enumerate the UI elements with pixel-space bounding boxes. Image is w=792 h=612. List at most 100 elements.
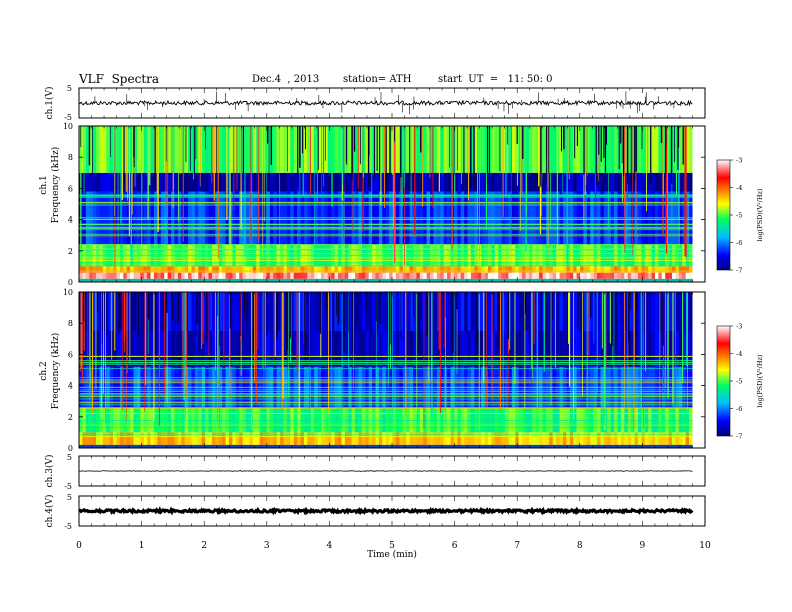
spectrogram-cell bbox=[331, 272, 335, 279]
spectrogram-cell bbox=[174, 407, 179, 433]
spectrogram-cell bbox=[259, 432, 264, 445]
spectrogram-cell bbox=[191, 272, 196, 279]
spectrogram-cell bbox=[552, 126, 557, 173]
spectrogram-cell bbox=[392, 266, 397, 273]
spectrogram-cell bbox=[573, 272, 577, 279]
spectrogram-cell bbox=[96, 432, 100, 445]
spectrogram-cell bbox=[147, 432, 151, 445]
spectrogram-cell bbox=[327, 331, 332, 367]
spectrogram-cell bbox=[532, 266, 536, 273]
spectrogram-cell bbox=[416, 272, 421, 279]
spectrogram-cell bbox=[188, 331, 192, 367]
spectrogram-cell bbox=[583, 292, 588, 331]
spectrogram-cell bbox=[494, 191, 499, 245]
spectrogram-cell bbox=[648, 432, 652, 445]
spectrogram-cell bbox=[467, 331, 472, 367]
spectrogram-cell bbox=[242, 407, 247, 433]
spectrogram-cell bbox=[310, 331, 315, 367]
spectrogram-cell bbox=[171, 272, 175, 279]
spectrogram-cell bbox=[590, 432, 594, 445]
spectrogram-cell bbox=[150, 191, 155, 245]
spectrogram-cell bbox=[559, 432, 564, 445]
spectrogram-cell bbox=[181, 331, 185, 367]
spectrogram-cell bbox=[501, 172, 506, 192]
spectrogram-cell bbox=[228, 407, 233, 433]
spectrogram-cell bbox=[324, 407, 329, 433]
spectrogram-cell bbox=[651, 331, 656, 367]
spectrogram-cell bbox=[597, 266, 601, 273]
spectrogram-cell bbox=[562, 407, 567, 433]
time-tick-label: 8 bbox=[577, 541, 583, 551]
spectrogram-cell bbox=[460, 272, 465, 279]
spectrogram-cell bbox=[126, 407, 131, 433]
spectrogram-cell bbox=[644, 266, 649, 273]
spectrogram-cell bbox=[661, 272, 666, 279]
spectrogram-cell bbox=[211, 432, 216, 445]
spectrogram-cell bbox=[225, 331, 230, 367]
spectrogram-cell bbox=[239, 266, 243, 273]
spectrogram-cell bbox=[644, 432, 649, 445]
spectrogram-cell bbox=[658, 191, 663, 245]
spectrogram-cell bbox=[556, 272, 560, 279]
spectrogram-cell bbox=[508, 432, 513, 445]
spectrogram-cell bbox=[481, 292, 485, 331]
spectrogram-cell bbox=[225, 266, 230, 273]
spectrogram-cell bbox=[607, 292, 611, 331]
spectrogram-cell bbox=[273, 272, 277, 279]
spectrogram-cell bbox=[597, 407, 601, 433]
spectrogram-base-band bbox=[79, 278, 693, 282]
spectrogram-cell bbox=[467, 292, 472, 331]
spectrogram-cell bbox=[552, 172, 557, 192]
spectrogram-cell bbox=[286, 292, 291, 331]
ch1-wave-ylabel: ch.1(V) bbox=[44, 87, 55, 120]
spectrogram-cell bbox=[160, 407, 165, 433]
spectrogram-cell bbox=[365, 126, 369, 173]
spectrogram-cell bbox=[672, 292, 676, 331]
spectrogram-cell bbox=[569, 432, 574, 445]
spectrogram-cell bbox=[153, 432, 158, 445]
spectrogram-cell bbox=[586, 432, 591, 445]
freq-tick-label: 6 bbox=[68, 350, 73, 359]
spectrogram-cell bbox=[246, 432, 250, 445]
ch2-colorbar: -3 -4 -5 -6 -7 log(PSD)(V²/Hz) bbox=[716, 323, 764, 441]
spectrogram-cell bbox=[320, 407, 325, 433]
spectrogram-cell bbox=[252, 407, 257, 433]
spectrogram-cell bbox=[300, 191, 305, 245]
spectrogram-cell bbox=[160, 331, 165, 367]
ch3-waveform-trace bbox=[78, 455, 693, 487]
spectrogram-cell bbox=[246, 172, 250, 192]
spectrogram-cell bbox=[126, 432, 131, 445]
spectrogram-cell bbox=[399, 266, 404, 273]
spectrogram-cell bbox=[167, 172, 172, 192]
spectrogram-cell bbox=[99, 191, 104, 245]
spectrogram-cell bbox=[413, 432, 417, 445]
spectrogram-cell bbox=[515, 272, 519, 279]
spectrogram-cell bbox=[661, 191, 666, 245]
spectrogram-cell bbox=[201, 407, 206, 433]
spectrogram-cell bbox=[460, 172, 465, 192]
spectrogram-cell bbox=[443, 191, 448, 245]
spectrogram-cell bbox=[392, 407, 397, 433]
spectrogram-cell bbox=[600, 432, 605, 445]
spectrogram-cell bbox=[239, 272, 243, 279]
spectrogram-cell bbox=[511, 191, 516, 245]
spectrogram-cell bbox=[368, 266, 373, 273]
spectrogram-cell bbox=[126, 126, 131, 173]
spectrogram-cell bbox=[290, 126, 295, 173]
spectrogram-cell bbox=[464, 432, 468, 445]
spectrogram-cell bbox=[593, 432, 598, 445]
spectrogram-cell bbox=[494, 407, 499, 433]
spectrogram-cell bbox=[562, 172, 567, 192]
spectrogram-cell bbox=[395, 331, 400, 367]
spectrogram-cell bbox=[147, 191, 151, 245]
freq-tick-label: 10 bbox=[63, 122, 73, 131]
spectrogram-cell bbox=[641, 432, 646, 445]
spectrogram-cell bbox=[106, 292, 110, 331]
spectrogram-cell bbox=[283, 272, 288, 279]
spectrogram-cell bbox=[113, 432, 117, 445]
spectrogram-cell bbox=[559, 331, 564, 367]
spectrogram-cell bbox=[157, 272, 162, 279]
spectrogram-cell bbox=[651, 432, 656, 445]
spectrogram-cell bbox=[552, 292, 557, 331]
spectrogram-cell bbox=[566, 126, 571, 173]
